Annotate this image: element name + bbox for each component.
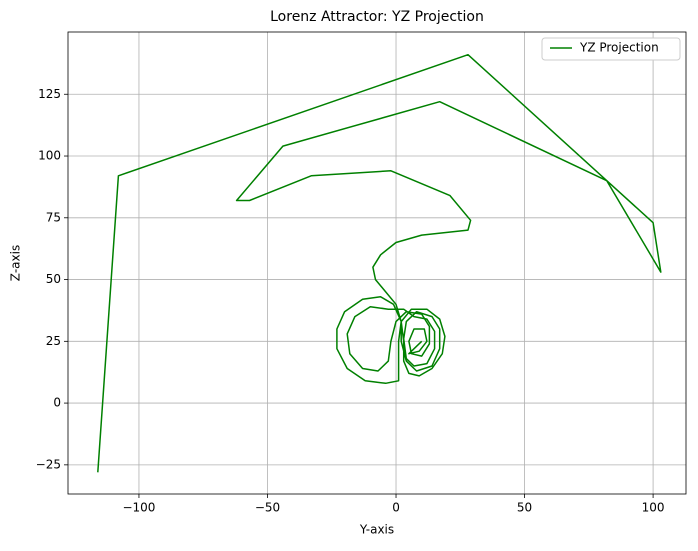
y-tick-label: 0: [53, 396, 61, 410]
y-tick-label: 100: [38, 149, 61, 163]
y-tick-label: 50: [46, 272, 61, 286]
series-line: [97, 53, 662, 473]
legend-label: YZ Projection: [579, 41, 659, 55]
legend-box: [541, 37, 681, 61]
x-tick-label: −50: [255, 501, 280, 515]
x-tick-label: 100: [642, 501, 665, 515]
x-tick-label: 0: [392, 501, 400, 515]
x-tick-label: 50: [517, 501, 532, 515]
chart-title: Lorenz Attractor: YZ Projection: [270, 9, 484, 25]
y-tick-label: 125: [38, 87, 61, 101]
y-tick-label: 75: [46, 210, 61, 224]
y-axis-label: Z-axis: [9, 245, 23, 281]
y-tick-label: 25: [46, 334, 61, 348]
x-axis-label: Y-axis: [359, 523, 394, 537]
plot-frame: [67, 31, 687, 495]
x-tick-label: −100: [122, 501, 155, 515]
y-tick-label: −25: [36, 457, 61, 471]
